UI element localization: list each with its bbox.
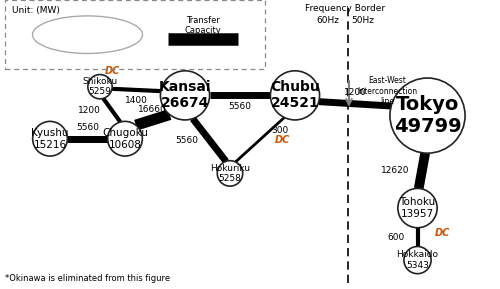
Text: Frequency Border: Frequency Border: [305, 4, 385, 13]
Text: 1200: 1200: [78, 106, 101, 115]
Text: 16660: 16660: [138, 105, 167, 114]
Text: 600: 600: [388, 233, 405, 242]
Text: Tokyo
49799: Tokyo 49799: [394, 95, 462, 136]
Ellipse shape: [404, 247, 431, 274]
Text: Unit: (MW): Unit: (MW): [12, 6, 60, 15]
Ellipse shape: [218, 161, 242, 186]
Text: Hokkaido
5343: Hokkaido 5343: [396, 250, 438, 270]
Ellipse shape: [270, 71, 320, 120]
Ellipse shape: [160, 71, 210, 120]
Ellipse shape: [390, 78, 465, 153]
Text: 1400: 1400: [125, 96, 148, 105]
Text: Area
Peak Electricity
Demand [2014]: Area Peak Electricity Demand [2014]: [58, 19, 118, 50]
Ellipse shape: [88, 75, 112, 99]
Text: 1200: 1200: [344, 88, 366, 97]
Text: DC: DC: [105, 66, 120, 76]
Text: East-West
Interconnection
line: East-West Interconnection line: [358, 76, 418, 106]
Ellipse shape: [398, 188, 437, 228]
Text: Transfer
Capacity: Transfer Capacity: [184, 16, 221, 35]
Text: Hokuriku
5258: Hokuriku 5258: [210, 164, 250, 183]
Text: Chubu
24521: Chubu 24521: [270, 80, 320, 110]
Text: Shikoku
5259: Shikoku 5259: [82, 77, 118, 97]
Text: Kansai
26674: Kansai 26674: [159, 80, 211, 110]
Text: Chugoku
10608: Chugoku 10608: [102, 128, 148, 149]
Text: 5560: 5560: [176, 136, 199, 144]
Ellipse shape: [32, 16, 142, 53]
Text: *Okinawa is eliminated from this figure: *Okinawa is eliminated from this figure: [5, 274, 170, 283]
Text: 50Hz: 50Hz: [351, 16, 374, 25]
Text: 60Hz: 60Hz: [316, 16, 339, 25]
Text: Tohoku
13957: Tohoku 13957: [400, 197, 436, 219]
Text: DC: DC: [435, 228, 450, 238]
Ellipse shape: [108, 121, 142, 156]
Text: 300: 300: [271, 126, 288, 135]
Ellipse shape: [32, 121, 68, 156]
Text: 5560: 5560: [228, 102, 252, 111]
Text: DC: DC: [275, 135, 290, 145]
Text: 12620: 12620: [381, 166, 410, 175]
Text: 5560: 5560: [76, 123, 99, 132]
Text: Kyushu
15216: Kyushu 15216: [31, 128, 69, 149]
